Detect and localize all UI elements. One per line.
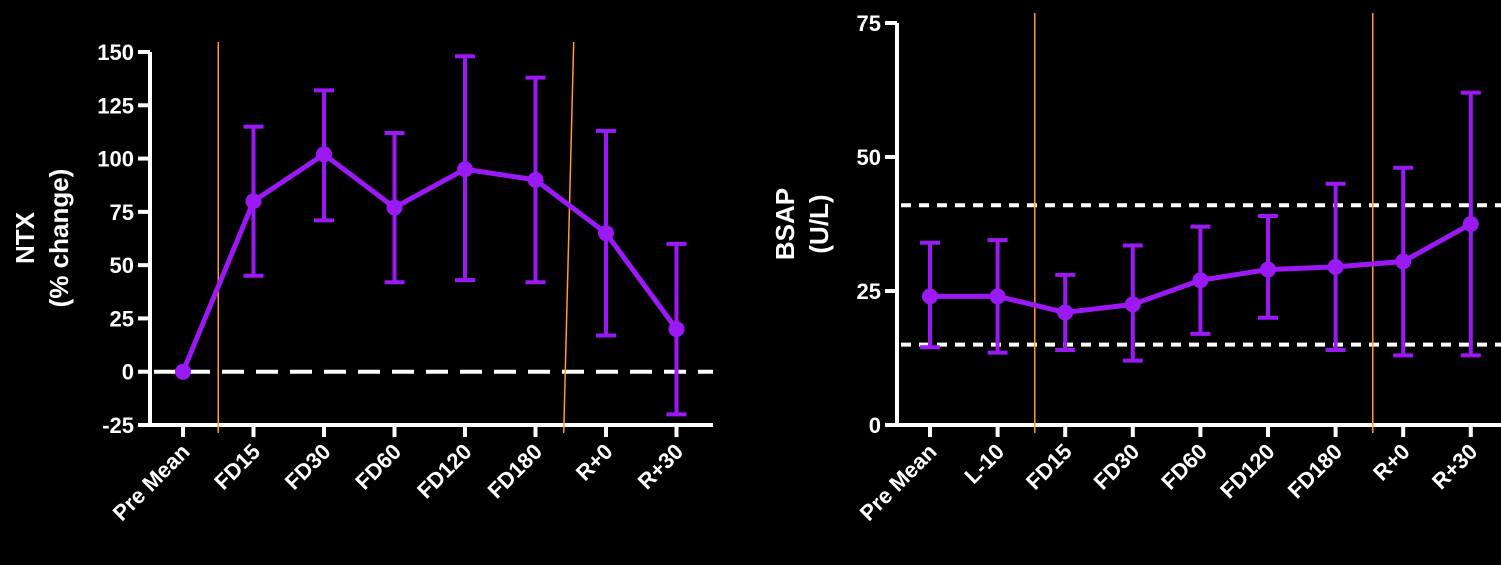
y-tick-label: 100 bbox=[97, 147, 134, 172]
y-tick-label: 150 bbox=[97, 40, 134, 65]
data-point bbox=[175, 363, 191, 380]
x-tick-label: FD15 bbox=[1021, 439, 1077, 495]
data-point bbox=[1260, 261, 1276, 278]
x-tick-label: FD15 bbox=[209, 439, 265, 495]
x-tick-label: R+30 bbox=[633, 439, 688, 494]
data-point bbox=[1327, 258, 1344, 275]
x-tick-label: L-10 bbox=[959, 439, 1009, 489]
x-tick-label: FD60 bbox=[1156, 439, 1212, 495]
data-point bbox=[922, 288, 938, 305]
y-tick-label: 125 bbox=[97, 93, 134, 118]
y-axis-title: (U/L) bbox=[804, 194, 834, 253]
y-axis-title: NTX bbox=[10, 211, 40, 264]
data-point bbox=[527, 171, 544, 188]
data-point bbox=[386, 199, 403, 216]
y-tick-label: 0 bbox=[122, 360, 134, 385]
y-tick-label: 75 bbox=[110, 200, 134, 225]
y-tick-label: 25 bbox=[857, 279, 881, 304]
data-point bbox=[316, 146, 332, 163]
x-tick-label: R+0 bbox=[571, 439, 618, 486]
y-tick-label: 50 bbox=[110, 253, 134, 278]
data-point bbox=[1462, 216, 1479, 232]
y-tick-label: 50 bbox=[857, 145, 881, 170]
x-tick-label: FD30 bbox=[280, 439, 336, 495]
x-tick-label: FD180 bbox=[483, 439, 547, 503]
x-tick-label: FD180 bbox=[1283, 439, 1347, 503]
x-tick-label: FD120 bbox=[412, 439, 476, 503]
x-tick-label: R+0 bbox=[1368, 439, 1415, 486]
y-tick-label: -25 bbox=[102, 413, 134, 438]
chart-panel-2: 0 25 50 75 Pre Mean L-10 FD15 FD30 FD60 FD120 FD18… bbox=[770, 11, 1501, 526]
x-tick-label: FD60 bbox=[350, 439, 406, 495]
x-tick-label: FD120 bbox=[1215, 439, 1279, 503]
x-tick-label: Pre Mean bbox=[855, 439, 942, 526]
x-tick-label: R+30 bbox=[1427, 439, 1482, 494]
data-point bbox=[1192, 272, 1209, 289]
y-axis-title: (% change) bbox=[44, 169, 74, 308]
data-point bbox=[1057, 304, 1074, 321]
y-tick-label: 75 bbox=[857, 11, 881, 36]
vertical-marker-line bbox=[562, 41, 575, 434]
data-point bbox=[668, 321, 685, 338]
data-point bbox=[457, 161, 473, 178]
y-tick-label: 0 bbox=[869, 413, 881, 438]
x-tick-label: FD30 bbox=[1089, 439, 1145, 495]
data-point bbox=[598, 225, 614, 242]
y-tick-label: 25 bbox=[110, 306, 134, 331]
data-point bbox=[1395, 253, 1412, 270]
data-point bbox=[989, 288, 1006, 305]
y-axis-title: BSAP bbox=[770, 188, 800, 260]
data-point bbox=[1124, 296, 1141, 313]
series-line bbox=[180, 151, 679, 373]
data-point bbox=[245, 193, 262, 210]
x-tick-label: Pre Mean bbox=[108, 439, 195, 526]
